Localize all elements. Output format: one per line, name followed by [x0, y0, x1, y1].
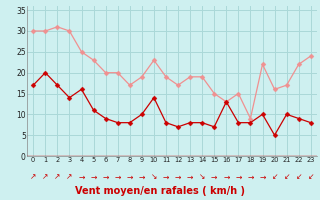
- Text: →: →: [187, 172, 193, 182]
- Text: →: →: [90, 172, 97, 182]
- Text: →: →: [175, 172, 181, 182]
- Text: ↙: ↙: [271, 172, 278, 182]
- Text: ↙: ↙: [284, 172, 290, 182]
- Text: →: →: [235, 172, 242, 182]
- Text: ↗: ↗: [30, 172, 36, 182]
- Text: Vent moyen/en rafales ( km/h ): Vent moyen/en rafales ( km/h ): [75, 186, 245, 196]
- Text: →: →: [163, 172, 169, 182]
- Text: →: →: [139, 172, 145, 182]
- Text: →: →: [115, 172, 121, 182]
- Text: ↗: ↗: [54, 172, 60, 182]
- Text: →: →: [211, 172, 217, 182]
- Text: ↙: ↙: [295, 172, 302, 182]
- Text: →: →: [102, 172, 109, 182]
- Text: →: →: [127, 172, 133, 182]
- Text: ↗: ↗: [42, 172, 49, 182]
- Text: ↙: ↙: [308, 172, 314, 182]
- Text: →: →: [247, 172, 254, 182]
- Text: →: →: [78, 172, 85, 182]
- Text: ↘: ↘: [199, 172, 205, 182]
- Text: →: →: [259, 172, 266, 182]
- Text: ↘: ↘: [151, 172, 157, 182]
- Text: →: →: [223, 172, 229, 182]
- Text: ↗: ↗: [66, 172, 73, 182]
